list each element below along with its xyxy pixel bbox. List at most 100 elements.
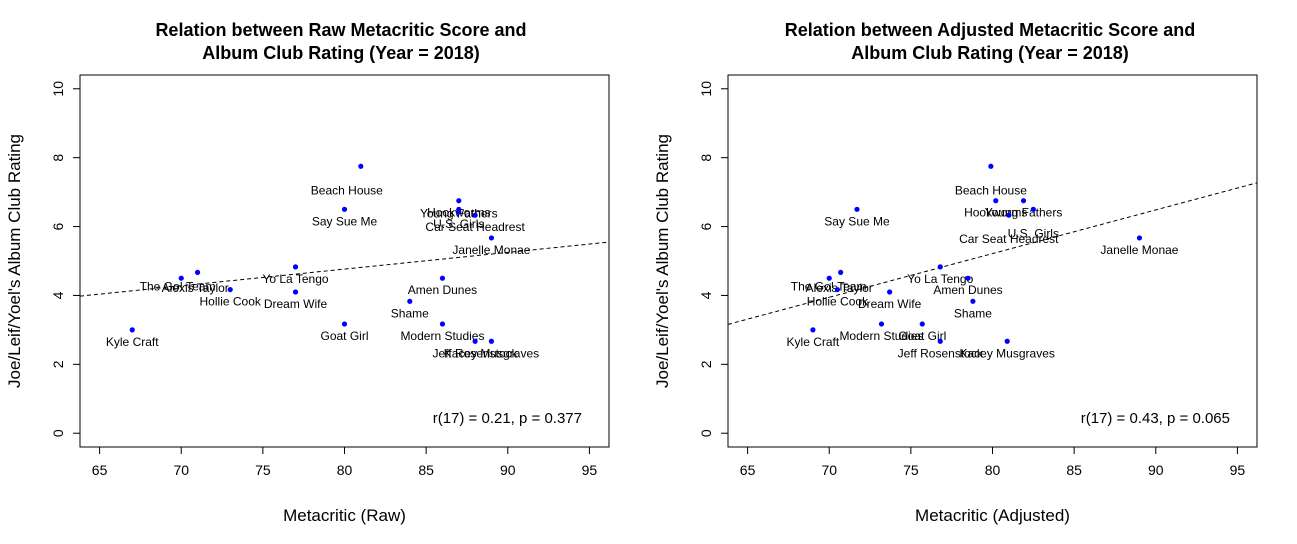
- data-point: [965, 275, 971, 281]
- y-tick-label: 4: [50, 291, 66, 299]
- point-label: Amen Dunes: [933, 283, 1002, 297]
- y-tick-label: 8: [50, 154, 66, 162]
- point-label: Jeff Rosenstock: [433, 346, 519, 360]
- data-point: [439, 275, 446, 281]
- point-label: Car Seat Headrest: [959, 232, 1059, 246]
- trendline: [727, 182, 1258, 325]
- y-tick-label: 10: [698, 81, 714, 97]
- point-label: Hollie Cook: [807, 295, 869, 309]
- point-label: Young Fathers: [985, 206, 1063, 220]
- data-point: [1030, 206, 1036, 212]
- point-label: Kyle Craft: [787, 335, 840, 349]
- x-axis-title: Metacritic (Adjusted): [915, 506, 1070, 525]
- data-point: [937, 264, 943, 270]
- data-point: [292, 289, 299, 295]
- data-point: [456, 209, 462, 215]
- point-label: The Go! Team: [140, 279, 216, 293]
- point-label: Modern Studies: [400, 329, 484, 343]
- point-label: U.S. Girls: [1008, 226, 1059, 240]
- point-label: Kacey Musgraves: [444, 346, 539, 360]
- point-label: Goat Girl: [898, 329, 946, 343]
- trendline: [79, 241, 610, 297]
- point-label: Car Seat Headrest: [425, 220, 525, 234]
- data-point: [838, 269, 844, 275]
- data-point: [194, 269, 201, 275]
- correlation-annotation: r(17) = 0.43, p = 0.065: [1081, 410, 1230, 427]
- data-point: [358, 163, 364, 169]
- point-label: Kyle Craft: [106, 335, 159, 349]
- data-point: [993, 198, 999, 204]
- x-tick-label: 75: [255, 462, 271, 478]
- x-tick-label: 95: [582, 462, 598, 478]
- data-point: [341, 321, 348, 327]
- point-label: Hookworms: [964, 206, 1027, 220]
- data-point: [970, 298, 976, 304]
- point-label: Beach House: [955, 183, 1027, 197]
- point-label: Say Sue Me: [312, 214, 378, 228]
- data-point: [178, 275, 184, 281]
- chart-title-line: Relation between Raw Metacritic Score an…: [155, 20, 526, 40]
- y-axis-title: Joe/Leif/Yoel's Album Club Rating: [5, 134, 24, 388]
- data-point: [810, 327, 816, 333]
- y-axis-title: Joe/Leif/Yoel's Album Club Rating: [653, 134, 672, 388]
- point-label: Modern Studies: [839, 329, 923, 343]
- data-point: [472, 338, 478, 344]
- y-tick-label: 8: [698, 154, 714, 162]
- y-tick-label: 4: [698, 291, 714, 299]
- point-label: Say Sue Me: [824, 214, 890, 228]
- point-label: Kacey Musgraves: [960, 346, 1055, 360]
- x-tick-label: 75: [903, 462, 919, 478]
- data-point: [129, 327, 135, 333]
- point-label: Yo La Tengo: [262, 272, 328, 286]
- point-label: Shame: [391, 306, 429, 320]
- data-point: [341, 206, 348, 212]
- x-tick-label: 70: [173, 462, 189, 478]
- data-point: [937, 338, 943, 344]
- data-point: [227, 286, 233, 293]
- point-label: Amen Dunes: [408, 283, 477, 297]
- x-tick-label: 80: [985, 462, 1001, 478]
- x-axis-title: Metacritic (Raw): [283, 506, 406, 525]
- data-point: [1004, 338, 1010, 344]
- x-tick-label: 70: [821, 462, 837, 478]
- data-point: [1136, 235, 1143, 241]
- raw-metacritic-panel: Relation between Raw Metacritic Score an…: [5, 20, 610, 525]
- point-label: Janelle Monae: [1100, 243, 1178, 257]
- y-tick-label: 2: [698, 360, 714, 368]
- point-label: Alexis Taylor: [162, 281, 229, 295]
- x-tick-label: 85: [1066, 462, 1082, 478]
- y-tick-label: 0: [698, 429, 714, 437]
- chart-title-line: Relation between Adjusted Metacritic Sco…: [785, 20, 1195, 40]
- data-point: [878, 321, 885, 327]
- data-point: [292, 264, 299, 270]
- y-tick-label: 0: [50, 429, 66, 437]
- data-point: [456, 198, 462, 204]
- point-label: Hollie Cook: [200, 295, 262, 309]
- x-tick-label: 65: [740, 462, 756, 478]
- data-point: [407, 298, 413, 304]
- x-tick-label: 65: [92, 462, 108, 478]
- point-label: Beach House: [311, 183, 383, 197]
- data-point: [472, 212, 478, 218]
- x-tick-label: 80: [337, 462, 353, 478]
- plot-frame: [79, 74, 610, 448]
- x-tick-label: 85: [418, 462, 434, 478]
- data-point: [1020, 198, 1027, 204]
- point-label: Janelle Monae: [452, 243, 530, 257]
- x-tick-label: 90: [1148, 462, 1164, 478]
- data-point: [988, 163, 994, 169]
- data-point: [488, 235, 495, 241]
- point-label: Dream Wife: [264, 297, 328, 311]
- data-point: [488, 338, 495, 344]
- data-point: [834, 286, 840, 293]
- point-label: Dream Wife: [858, 297, 922, 311]
- chart-title-line: Album Club Rating (Year = 2018): [851, 43, 1129, 63]
- x-tick-label: 95: [1230, 462, 1246, 478]
- data-point: [1006, 212, 1012, 218]
- data-point: [439, 321, 446, 327]
- data-point: [854, 206, 860, 212]
- data-point: [887, 289, 893, 295]
- point-label: Yo La Tengo: [907, 272, 973, 286]
- y-tick-label: 2: [50, 360, 66, 368]
